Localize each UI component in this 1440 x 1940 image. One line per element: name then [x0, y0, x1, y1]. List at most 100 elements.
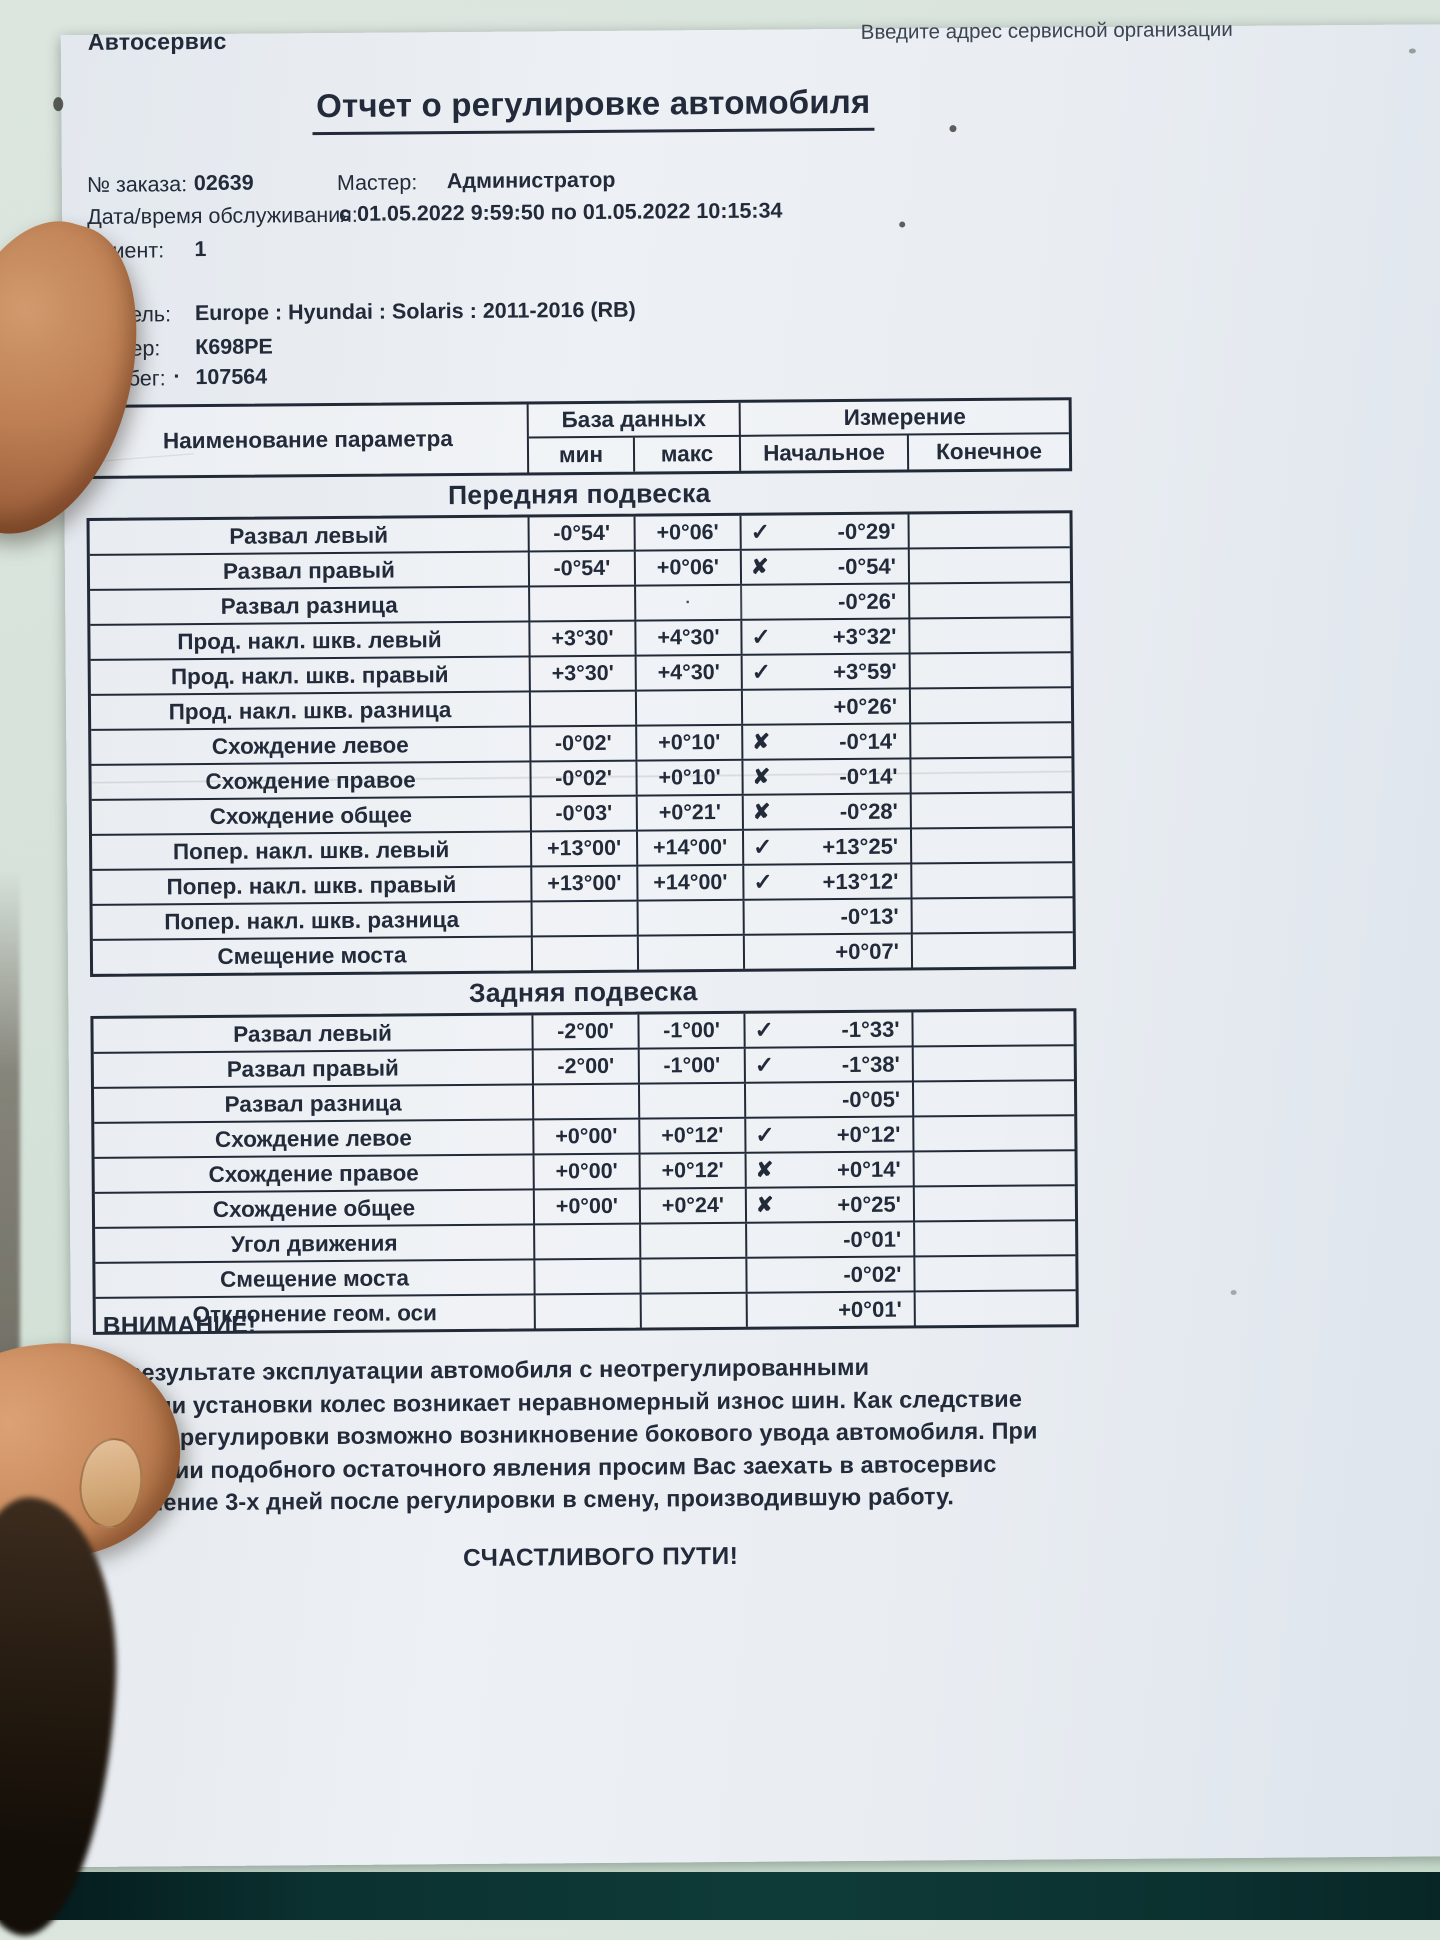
plate-value: К698РЕ — [195, 334, 273, 360]
initial-cell: +0°07' — [745, 934, 913, 968]
initial-value: +0°12' — [837, 1121, 901, 1147]
mileage-value: 107564 — [195, 365, 267, 391]
initial-cell: ✓ +0°12' — [746, 1117, 914, 1151]
initial-value: -0°05' — [842, 1086, 900, 1112]
cross-mark-icon: ✘ — [751, 555, 781, 580]
final-value — [912, 828, 1072, 862]
initial-value: +0°25' — [837, 1191, 901, 1217]
check-mark-icon: ✓ — [751, 624, 781, 651]
cross-mark-icon: ✘ — [756, 1157, 786, 1182]
max-value: · — [636, 586, 742, 620]
initial-value: -0°02' — [843, 1261, 901, 1287]
check-mark-icon: ✓ — [755, 1121, 785, 1148]
notice-lines: В результате эксплуатации автомобиля с н… — [103, 1349, 1096, 1519]
min-value: -2°00' — [533, 1015, 639, 1049]
param-name: Смещение моста — [93, 937, 533, 973]
section-rows: Развал левый-0°54'+0°06'✓-0°29'Развал пр… — [87, 510, 1077, 977]
final-value — [910, 513, 1070, 547]
min-value: +3°30' — [531, 657, 637, 691]
param-name: Схождение правое — [91, 762, 531, 798]
address-hint: Введите адрес сервисной организации — [861, 18, 1233, 45]
max-value: +0°24' — [641, 1189, 747, 1223]
model-label: Модель: — [88, 302, 171, 328]
param-name: Развал правый — [90, 552, 530, 588]
col-db-header: База данных — [529, 403, 741, 439]
paper-speck — [53, 97, 63, 111]
final-value — [915, 1256, 1075, 1290]
client-label: Клиент: — [87, 238, 164, 264]
col-measure-header: Измерение — [741, 400, 1069, 437]
max-value: +0°10' — [637, 761, 743, 795]
initial-cell: ✓-0°29' — [742, 514, 910, 548]
final-value — [915, 1151, 1075, 1185]
client-value: 1 — [194, 237, 206, 262]
param-name: Схождение левое — [91, 727, 531, 763]
max-value: -1°00' — [639, 1014, 745, 1048]
initial-cell: -0°01' — [747, 1222, 915, 1256]
final-value — [911, 723, 1071, 757]
min-value: +0°00' — [535, 1190, 641, 1224]
max-value — [637, 691, 743, 725]
paper-speck — [1231, 1290, 1237, 1295]
min-value: +3°30' — [530, 622, 636, 656]
max-value: +14°00' — [638, 831, 744, 865]
model-value: Europe : Hyundai : Solaris : 2011-2016 (… — [195, 298, 636, 326]
table-header: Наименование параметра База данных Измер… — [86, 397, 1073, 479]
min-value — [530, 587, 636, 621]
initial-cell: ✓ -1°38' — [746, 1047, 914, 1081]
final-value — [910, 583, 1070, 617]
max-value: -1°00' — [640, 1049, 746, 1083]
min-value: +0°00' — [534, 1120, 640, 1154]
cross-mark-icon: ✘ — [753, 800, 783, 825]
paper-speck — [1409, 49, 1416, 54]
initial-value: +0°14' — [837, 1156, 901, 1182]
cross-mark-icon: ✘ — [752, 730, 782, 755]
master-value: Администратор — [447, 168, 616, 194]
master-label: Мастер: — [337, 170, 418, 196]
check-mark-icon: ✓ — [753, 869, 783, 896]
min-value: -0°02' — [531, 762, 637, 796]
max-value — [639, 936, 745, 970]
final-value — [911, 758, 1071, 792]
max-value — [639, 901, 745, 935]
final-value — [913, 933, 1073, 967]
min-value — [534, 1085, 640, 1119]
check-mark-icon: ✓ — [755, 1051, 785, 1078]
param-name: Попер. накл. шкв. правый — [92, 867, 532, 903]
param-name: Прод. накл. шкв. правый — [91, 657, 531, 693]
initial-cell: ✓+3°59' — [743, 654, 911, 688]
final-value — [914, 1081, 1074, 1115]
check-mark-icon: ✓ — [754, 1016, 784, 1043]
report-title: Отчет о регулировке автомобиля — [312, 83, 875, 135]
max-value — [641, 1259, 747, 1293]
final-value — [911, 688, 1071, 722]
final-value — [913, 898, 1073, 932]
mileage-label: Пробег: — [88, 366, 165, 392]
max-value: +0°06' — [636, 551, 742, 585]
check-mark-icon: ✓ — [752, 659, 782, 686]
initial-value: +0°07' — [835, 938, 899, 964]
final-value — [914, 1046, 1074, 1080]
initial-cell: -0°13' — [745, 899, 913, 933]
initial-value: -0°14' — [839, 763, 897, 789]
initial-cell: -0°26' — [742, 584, 910, 618]
initial-cell: ✓+3°32' — [742, 619, 910, 653]
max-value: +0°12' — [640, 1119, 746, 1153]
initial-cell: ✘ -0°14' — [743, 724, 911, 758]
initial-cell: -0°02' — [747, 1257, 915, 1291]
brand-title: Автосервис — [88, 28, 227, 56]
initial-value: -0°13' — [840, 903, 898, 929]
initial-value: -1°38' — [842, 1051, 900, 1077]
col-final-header: Конечное — [909, 434, 1069, 469]
min-value: +0°00' — [535, 1155, 641, 1189]
initial-cell: ✘ +0°14' — [747, 1152, 915, 1186]
param-name: Развал правый — [94, 1050, 534, 1086]
min-value — [535, 1260, 641, 1294]
initial-cell: ✘-0°54' — [742, 549, 910, 583]
param-name: Схождение общее — [95, 1190, 535, 1226]
initial-value: -0°14' — [839, 728, 897, 754]
order-number-value: 02639 — [194, 171, 254, 196]
order-number-label: № заказа: — [87, 172, 187, 198]
param-name: Развал разница — [94, 1085, 534, 1121]
